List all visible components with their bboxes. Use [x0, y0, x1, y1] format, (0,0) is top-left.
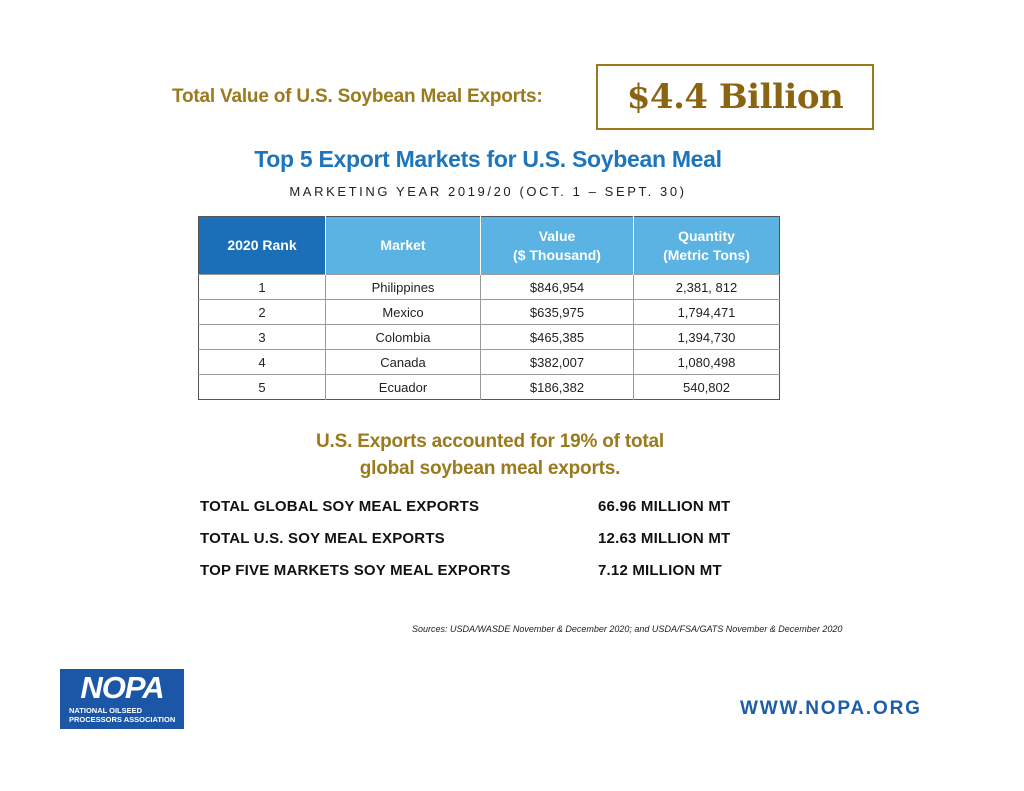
cell-value: $465,385 [480, 324, 634, 350]
cell-rank: 1 [198, 274, 326, 300]
table-row: 2 Mexico $635,975 1,794,471 [198, 299, 780, 325]
logo-subtitle: NATIONAL OILSEED PROCESSORS ASSOCIATION [69, 706, 178, 724]
column-header-value: Value ($ Thousand) [480, 216, 634, 275]
column-header-label: Quantity [678, 227, 735, 244]
stat-row-us: TOTAL U.S. SOY MEAL EXPORTS 12.63 MILLIO… [200, 530, 800, 562]
total-value-box: $4.4 Billion [596, 64, 874, 130]
logo-subtitle-line-2: PROCESSORS ASSOCIATION [69, 715, 176, 724]
cell-value: $186,382 [480, 374, 634, 400]
logo-wordmark: NOPA [80, 670, 164, 705]
logo-subtitle-line-1: NATIONAL OILSEED [69, 706, 143, 715]
table-row: 3 Colombia $465,385 1,394,730 [198, 324, 780, 350]
table-row: 4 Canada $382,007 1,080,498 [198, 349, 780, 375]
column-header-market: Market [325, 216, 481, 275]
cell-quantity: 2,381, 812 [633, 274, 780, 300]
cell-market: Canada [325, 349, 481, 375]
column-header-label: Market [380, 237, 426, 253]
us-share-line-2: global soybean meal exports. [359, 458, 621, 479]
table-subtitle: MARKETING YEAR 2019/20 (OCT. 1 – SEPT. 3… [289, 184, 687, 199]
stat-value: 7.12 MILLION MT [598, 562, 722, 579]
column-header-unit: ($ Thousand) [513, 246, 601, 263]
cell-market: Philippines [325, 274, 481, 300]
table-header-row: 2020 Rank Market Value ($ Thousand) Quan… [198, 216, 780, 275]
us-share-statement: U.S. Exports accounted for 19% of total … [0, 428, 980, 482]
column-header-quantity: Quantity (Metric Tons) [633, 216, 780, 275]
cell-rank: 5 [198, 374, 326, 400]
stat-label: TOTAL U.S. SOY MEAL EXPORTS [200, 530, 445, 547]
total-value-label: Total Value of U.S. Soybean Meal Exports… [172, 86, 543, 107]
table-row: 1 Philippines $846,954 2,381, 812 [198, 274, 780, 300]
table-title: Top 5 Export Markets for U.S. Soybean Me… [254, 146, 722, 172]
stat-row-global: TOTAL GLOBAL SOY MEAL EXPORTS 66.96 MILL… [200, 498, 800, 530]
cell-quantity: 1,394,730 [633, 324, 780, 350]
total-value-amount: $4.4 Billion [626, 77, 844, 117]
us-share-line-1: U.S. Exports accounted for 19% of total [316, 431, 664, 452]
website-link[interactable]: WWW.NOPA.ORG [740, 698, 922, 719]
cell-value: $846,954 [480, 274, 634, 300]
cell-value: $382,007 [480, 349, 634, 375]
cell-value: $635,975 [480, 299, 634, 325]
export-stats: TOTAL GLOBAL SOY MEAL EXPORTS 66.96 MILL… [200, 498, 800, 594]
export-markets-table: 2020 Rank Market Value ($ Thousand) Quan… [198, 216, 780, 400]
cell-market: Colombia [325, 324, 481, 350]
column-header-rank: 2020 Rank [198, 216, 326, 275]
stat-label: TOP FIVE MARKETS SOY MEAL EXPORTS [200, 562, 511, 579]
stat-row-top-five: TOP FIVE MARKETS SOY MEAL EXPORTS 7.12 M… [200, 562, 800, 594]
table-row: 5 Ecuador $186,382 540,802 [198, 374, 780, 400]
column-header-label: 2020 Rank [227, 237, 297, 253]
cell-market: Ecuador [325, 374, 481, 400]
cell-quantity: 1,794,471 [633, 299, 780, 325]
sources-note: Sources: USDA/WASDE November & December … [412, 624, 843, 634]
cell-rank: 2 [198, 299, 326, 325]
cell-quantity: 540,802 [633, 374, 780, 400]
cell-quantity: 1,080,498 [633, 349, 780, 375]
stat-label: TOTAL GLOBAL SOY MEAL EXPORTS [200, 498, 480, 515]
nopa-logo: NOPA NATIONAL OILSEED PROCESSORS ASSOCIA… [60, 669, 184, 729]
stat-value: 66.96 MILLION MT [598, 498, 731, 515]
column-header-label: Value [538, 227, 576, 244]
cell-rank: 4 [198, 349, 326, 375]
stat-value: 12.63 MILLION MT [598, 530, 731, 547]
cell-market: Mexico [325, 299, 481, 325]
column-header-unit: (Metric Tons) [663, 246, 750, 263]
cell-rank: 3 [198, 324, 326, 350]
